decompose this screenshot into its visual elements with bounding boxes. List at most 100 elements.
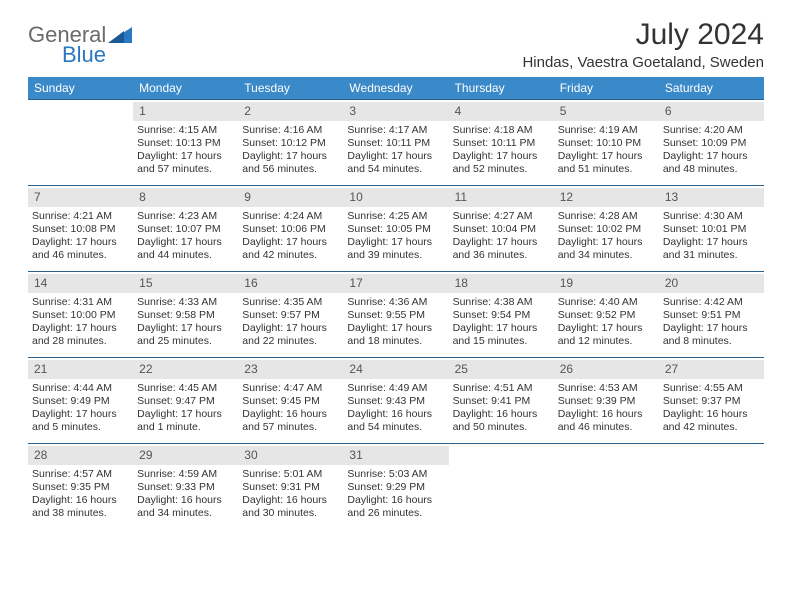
calendar-day-cell: 28Sunrise: 4:57 AMSunset: 9:35 PMDayligh… [28,444,133,530]
sunset-text: Sunset: 9:31 PM [242,481,339,494]
daylight-text: Daylight: 17 hours and 39 minutes. [347,236,444,262]
daylight-text: Daylight: 16 hours and 46 minutes. [558,408,655,434]
sunset-text: Sunset: 9:54 PM [453,309,550,322]
sunset-text: Sunset: 10:12 PM [242,137,339,150]
weekday-header: Tuesday [238,77,343,100]
sunset-text: Sunset: 9:45 PM [242,395,339,408]
sunrise-text: Sunrise: 4:17 AM [347,124,444,137]
sunset-text: Sunset: 10:10 PM [558,137,655,150]
sunset-text: Sunset: 10:02 PM [558,223,655,236]
sunrise-text: Sunrise: 4:47 AM [242,382,339,395]
daylight-text: Daylight: 16 hours and 38 minutes. [32,494,129,520]
calendar-day-cell: 20Sunrise: 4:42 AMSunset: 9:51 PMDayligh… [659,272,764,358]
calendar-day-cell: 21Sunrise: 4:44 AMSunset: 9:49 PMDayligh… [28,358,133,444]
calendar-day-cell: 16Sunrise: 4:35 AMSunset: 9:57 PMDayligh… [238,272,343,358]
sunrise-text: Sunrise: 4:18 AM [453,124,550,137]
month-title: July 2024 [522,18,764,52]
day-number [449,446,554,465]
calendar-day-cell: 12Sunrise: 4:28 AMSunset: 10:02 PMDaylig… [554,186,659,272]
calendar-day-cell: 6Sunrise: 4:20 AMSunset: 10:09 PMDayligh… [659,100,764,186]
sunset-text: Sunset: 10:01 PM [663,223,760,236]
day-number: 15 [133,274,238,293]
calendar-day-cell: 14Sunrise: 4:31 AMSunset: 10:00 PMDaylig… [28,272,133,358]
daylight-text: Daylight: 16 hours and 34 minutes. [137,494,234,520]
calendar-day-cell: 5Sunrise: 4:19 AMSunset: 10:10 PMDayligh… [554,100,659,186]
daylight-text: Daylight: 17 hours and 25 minutes. [137,322,234,348]
sunset-text: Sunset: 10:06 PM [242,223,339,236]
daylight-text: Daylight: 17 hours and 5 minutes. [32,408,129,434]
calendar-day-cell: 10Sunrise: 4:25 AMSunset: 10:05 PMDaylig… [343,186,448,272]
daylight-text: Daylight: 17 hours and 54 minutes. [347,150,444,176]
sunset-text: Sunset: 9:51 PM [663,309,760,322]
sunrise-text: Sunrise: 4:16 AM [242,124,339,137]
calendar-day-cell: 2Sunrise: 4:16 AMSunset: 10:12 PMDayligh… [238,100,343,186]
calendar-day-cell [28,100,133,186]
daylight-text: Daylight: 17 hours and 1 minute. [137,408,234,434]
weekday-header: Friday [554,77,659,100]
sunrise-text: Sunrise: 5:03 AM [347,468,444,481]
calendar-day-cell: 30Sunrise: 5:01 AMSunset: 9:31 PMDayligh… [238,444,343,530]
calendar-day-cell: 17Sunrise: 4:36 AMSunset: 9:55 PMDayligh… [343,272,448,358]
day-number: 10 [343,188,448,207]
day-number: 21 [28,360,133,379]
day-number: 26 [554,360,659,379]
sunrise-text: Sunrise: 4:21 AM [32,210,129,223]
sunrise-text: Sunrise: 4:23 AM [137,210,234,223]
day-number: 13 [659,188,764,207]
sunset-text: Sunset: 9:41 PM [453,395,550,408]
day-number: 1 [133,102,238,121]
day-number: 3 [343,102,448,121]
sunset-text: Sunset: 10:07 PM [137,223,234,236]
sunset-text: Sunset: 9:37 PM [663,395,760,408]
calendar-day-cell: 23 Sunrise: 4:47 AMSunset: 9:45 PMDayligh… [238,358,343,444]
sunrise-text: Sunrise: 4:45 AM [137,382,234,395]
sunrise-text: Sunrise: 4:59 AM [137,468,234,481]
sunrise-text: Sunrise: 4:51 AM [453,382,550,395]
day-number: 20 [659,274,764,293]
sunrise-text: Sunrise: 4:49 AM [347,382,444,395]
sunrise-text: Sunrise: 4:38 AM [453,296,550,309]
weekday-header-row: SundayMondayTuesdayWednesdayThursdayFrid… [28,77,764,100]
sunset-text: Sunset: 9:43 PM [347,395,444,408]
day-number: 17 [343,274,448,293]
sunset-text: Sunset: 10:13 PM [137,137,234,150]
sunset-text: Sunset: 10:05 PM [347,223,444,236]
daylight-text: Daylight: 17 hours and 44 minutes. [137,236,234,262]
daylight-text: Daylight: 16 hours and 57 minutes. [242,408,339,434]
daylight-text: Daylight: 16 hours and 54 minutes. [347,408,444,434]
weekday-header: Saturday [659,77,764,100]
sunrise-text: Sunrise: 4:53 AM [558,382,655,395]
weekday-header: Wednesday [343,77,448,100]
daylight-text: Daylight: 17 hours and 15 minutes. [453,322,550,348]
daylight-text: Daylight: 17 hours and 28 minutes. [32,322,129,348]
day-number: 24 [343,360,448,379]
sunset-text: Sunset: 10:08 PM [32,223,129,236]
sunset-text: Sunset: 9:55 PM [347,309,444,322]
daylight-text: Daylight: 17 hours and 12 minutes. [558,322,655,348]
day-number: 22 [133,360,238,379]
sunrise-text: Sunrise: 4:15 AM [137,124,234,137]
weekday-header: Monday [133,77,238,100]
daylight-text: Daylight: 16 hours and 42 minutes. [663,408,760,434]
day-number: 31 [343,446,448,465]
brand-triangle-icon [108,25,134,45]
day-number: 4 [449,102,554,121]
sunrise-text: Sunrise: 4:35 AM [242,296,339,309]
sunrise-text: Sunrise: 4:20 AM [663,124,760,137]
daylight-text: Daylight: 17 hours and 31 minutes. [663,236,760,262]
calendar-week-row: 14Sunrise: 4:31 AMSunset: 10:00 PMDaylig… [28,272,764,358]
brand-logo: General Blue [28,18,134,66]
sunrise-text: Sunrise: 4:24 AM [242,210,339,223]
day-number: 23 [238,360,343,379]
sunset-text: Sunset: 9:47 PM [137,395,234,408]
sunrise-text: Sunrise: 4:31 AM [32,296,129,309]
sunset-text: Sunset: 9:33 PM [137,481,234,494]
day-number [554,446,659,465]
daylight-text: Daylight: 17 hours and 8 minutes. [663,322,760,348]
daylight-text: Daylight: 16 hours and 50 minutes. [453,408,550,434]
calendar-day-cell: 19Sunrise: 4:40 AMSunset: 9:52 PMDayligh… [554,272,659,358]
sunset-text: Sunset: 10:11 PM [347,137,444,150]
day-number: 6 [659,102,764,121]
day-number: 12 [554,188,659,207]
calendar-day-cell: 15Sunrise: 4:33 AMSunset: 9:58 PMDayligh… [133,272,238,358]
